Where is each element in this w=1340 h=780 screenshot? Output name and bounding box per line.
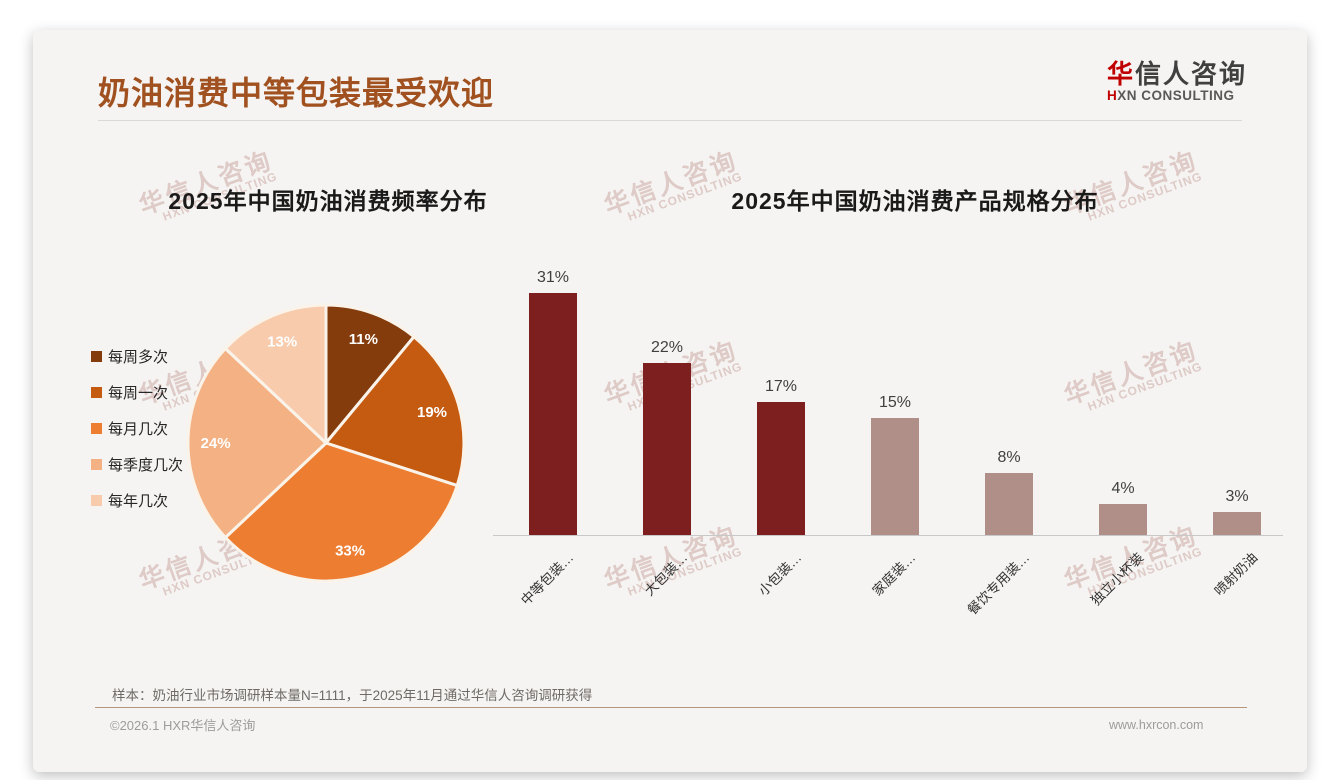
pie-slice-label: 11%: [349, 331, 378, 348]
pie-slice-2: [324, 335, 466, 488]
bar-1: [529, 293, 577, 535]
page-title: 奶油消费中等包装最受欢迎: [98, 75, 495, 111]
bar-value-label: 4%: [1111, 480, 1135, 497]
legend-item: 每周一次: [91, 374, 183, 410]
legend-item: 每周多次: [91, 338, 183, 374]
sample-note: 样本：奶油行业市场调研样本量N=1111，于2025年11月通过华信人咨询调研获…: [112, 688, 593, 703]
slide-card: 华信人咨询 HXN CONSULTING 华信人咨询 HXN CONSULTING 华信…: [33, 30, 1307, 772]
legend-item: 每年几次: [91, 482, 183, 518]
legend-item: 每季度几次: [91, 446, 183, 482]
legend-label: 每周多次: [108, 348, 169, 366]
legend-label: 每年几次: [108, 492, 169, 510]
website-url: www.hxrcon.com: [1109, 718, 1204, 732]
bar-value-label: 31%: [536, 269, 570, 286]
bar-4: [871, 418, 919, 535]
bar-2: [643, 363, 691, 535]
bar-5: [985, 473, 1033, 535]
pie-slice-label: 19%: [417, 404, 447, 421]
bar-value-label: 8%: [997, 449, 1021, 466]
bar-value-label: 3%: [1225, 488, 1249, 505]
pie-slice-label: 24%: [201, 435, 231, 452]
bar-chart: 31% 中等包装… 22% 大包装… 17% 小包装… 15% 家庭装… 8% 餐饮专用装… 4% 独…: [493, 260, 1288, 618]
legend-swatch: [91, 350, 102, 362]
title-divider: [98, 120, 1242, 121]
footer-divider: [95, 707, 1247, 708]
pie-slice-label: 13%: [267, 334, 297, 351]
pie-slice-1: [324, 303, 416, 445]
legend-swatch: [91, 494, 102, 506]
pie-slice-4: [186, 347, 328, 539]
legend-label: 每周一次: [108, 384, 169, 402]
bar-chart-title: 2025年中国奶油消费产品规格分布: [731, 188, 1099, 214]
bar-value-label: 15%: [878, 394, 912, 411]
legend-swatch: [91, 422, 102, 434]
legend-swatch: [91, 458, 102, 470]
legend-label: 每季度几次: [108, 456, 184, 474]
bar-3: [757, 402, 805, 535]
bar-value-label: 22%: [650, 339, 684, 356]
pie-slice-label: 33%: [335, 543, 365, 560]
logo-english: HXN CONSULTING: [1106, 87, 1235, 103]
logo-chinese: 华信人咨询: [1106, 59, 1247, 89]
pie-slice-3: [223, 441, 459, 583]
pie-legend: 每周多次每周一次每月几次每季度几次每年几次: [91, 338, 183, 518]
pie-slice-5: [223, 303, 328, 445]
legend-swatch: [91, 386, 102, 398]
x-axis-line: [493, 535, 1283, 536]
legend-label: 每月几次: [108, 420, 169, 438]
bar-value-label: 17%: [764, 378, 798, 395]
bar-7: [1213, 512, 1261, 535]
company-logo: 华信人咨询 HXN CONSULTING: [1107, 60, 1247, 103]
pie-chart: 11% 19% 33% 24% 13%: [186, 303, 466, 583]
legend-item: 每月几次: [91, 410, 183, 446]
copyright-text: ©2026.1 HXR华信人咨询: [110, 718, 256, 733]
pie-chart-title: 2025年中国奶油消费频率分布: [168, 188, 488, 214]
bar-6: [1099, 504, 1147, 535]
